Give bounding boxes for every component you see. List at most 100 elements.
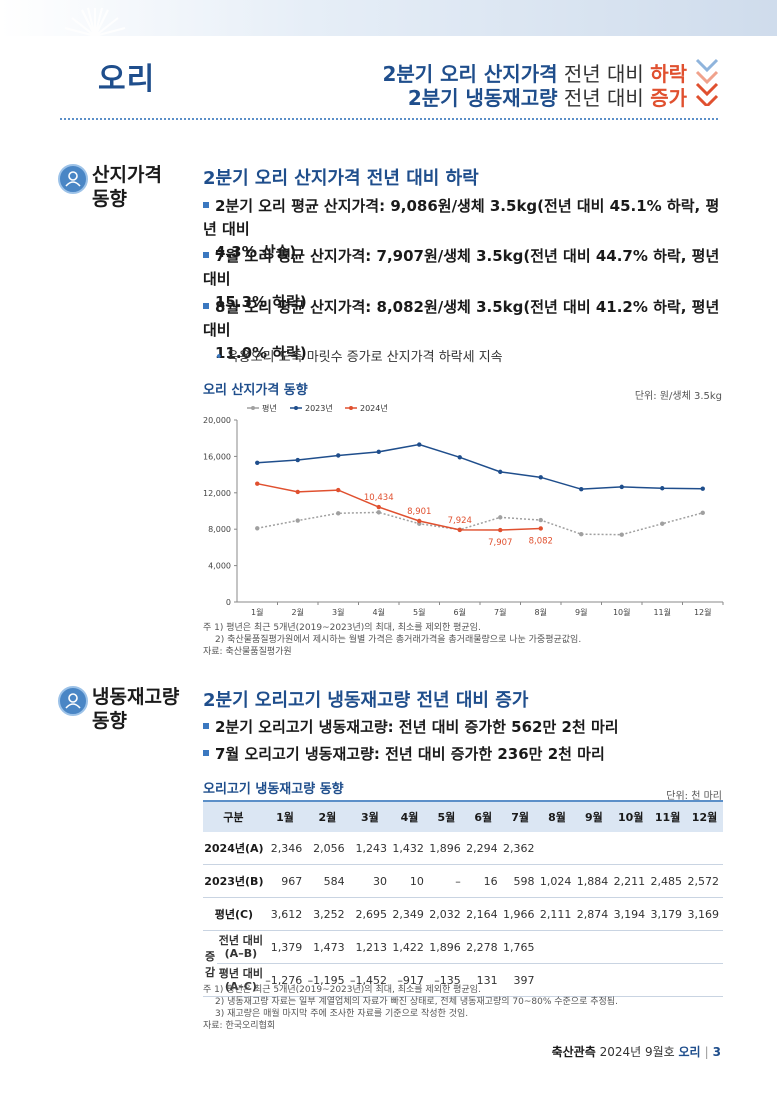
- data-point: [417, 518, 422, 524]
- table-cell: [649, 963, 687, 997]
- table-row: 평년(C) 3,612 3,252 2,695 2,349 2,032 2,164 1,966…: [203, 897, 723, 931]
- data-label: 8,901: [407, 507, 431, 517]
- column-header: 10월: [612, 800, 650, 832]
- column-header: 4월: [391, 800, 428, 832]
- data-point: [376, 510, 381, 515]
- column-header: 3월: [348, 800, 392, 832]
- table-cell: 2,874: [575, 897, 613, 931]
- column-header: 11월: [649, 800, 687, 832]
- legend-marker: [294, 406, 298, 410]
- data-point: [660, 521, 665, 526]
- table-cell: 10: [391, 864, 428, 898]
- table-cell: [575, 963, 613, 997]
- table-cell: [538, 963, 576, 997]
- table-cell: 1,024: [538, 864, 576, 898]
- table-notes: 주 1) 평년은 최근 5개년(2019~2023년)의 최대, 최소를 제외한…: [203, 985, 618, 1031]
- x-tick-label: 12월: [694, 607, 712, 617]
- duck-icon: [58, 164, 88, 194]
- x-tick-label: 4월: [373, 607, 385, 617]
- data-point: [295, 518, 300, 523]
- table-cell: –135: [427, 963, 465, 997]
- table-cell: 3,169: [686, 897, 723, 931]
- legend-marker: [251, 406, 255, 410]
- section-label-price: 산지가격 동향: [92, 164, 162, 210]
- duck-icon: [58, 686, 88, 716]
- x-tick-label: 7월: [494, 607, 506, 617]
- x-tick-label: 11월: [653, 607, 671, 617]
- table-cell: 1,243: [348, 832, 392, 865]
- y-tick-label: 20,000: [203, 416, 231, 425]
- table-cell: 131: [464, 963, 502, 997]
- data-label: 7,907: [488, 538, 512, 548]
- data-point: [336, 487, 341, 493]
- table-cell: 2,346: [263, 832, 307, 865]
- table-cell: [612, 930, 650, 964]
- section-heading-stock: 2분기 오리고기 냉동재고량 전년 대비 증가: [203, 690, 529, 711]
- table-cell: 1,896: [427, 930, 465, 964]
- column-header: 구분: [203, 800, 264, 832]
- column-header: 2월: [306, 800, 349, 832]
- data-point: [538, 517, 543, 523]
- table-cell: 2,111: [538, 897, 576, 931]
- table-cell: 2,695: [348, 897, 392, 931]
- headline-price: 2분기 오리 산지가격 전년 대비 하락: [382, 62, 687, 86]
- stock-table: 구분 1월 2월 3월 4월 5월 6월 7월 8월 9월 10월 11월 12월 2024년(A) 2,…: [203, 800, 723, 997]
- data-point: [619, 532, 624, 537]
- data-point: [700, 486, 705, 491]
- table-row: 평년 대비 (A–C) –1,276 –1,195 –1,452 –917 –135 131…: [203, 963, 723, 997]
- legend-label: 2023년: [305, 403, 333, 413]
- table-cell: [575, 832, 613, 865]
- table-cell: 1,213: [348, 930, 392, 964]
- table-cell: 2,164: [464, 897, 502, 931]
- table-cell: 1,432: [391, 832, 428, 865]
- data-point: [579, 486, 584, 492]
- table-cell: 967: [263, 864, 307, 898]
- table-cell: –917: [391, 963, 428, 997]
- table-cell: 1,884: [575, 864, 613, 898]
- data-point: [255, 460, 260, 465]
- table-cell: 3,612: [263, 897, 307, 931]
- x-tick-label: 10월: [613, 607, 631, 617]
- table-cell: 3,252: [306, 897, 349, 931]
- data-point: [619, 484, 624, 490]
- x-tick-label: 1월: [251, 607, 263, 617]
- x-tick-label: 5월: [413, 607, 425, 617]
- table-row: 2024년(A) 2,346 2,056 1,243 1,432 1,896 2,294 2,…: [203, 832, 723, 865]
- price-line-chart: 20,000 16,000 12,000 8,000 4,000 0 1월 2월 3월 4월 5월 6…: [203, 403, 724, 617]
- column-header: 12월: [686, 800, 723, 832]
- legend-marker: [349, 406, 353, 410]
- page-footer: 축산관측 2024년 9월호 오리 | 3: [551, 1045, 721, 1059]
- table-cell: 584: [306, 864, 349, 898]
- data-point: [417, 442, 422, 447]
- table-cell: 2,211: [612, 864, 650, 898]
- table-header-row: 구분 1월 2월 3월 4월 5월 6월 7월 8월 9월 10월 11월 12월: [203, 800, 723, 832]
- data-point: [255, 526, 260, 531]
- x-tick-label: 8월: [535, 607, 547, 617]
- table-cell: 397: [501, 963, 539, 997]
- chevron-down-icon: [695, 58, 719, 106]
- table-cell: [612, 963, 650, 997]
- chart-notes: 주 1) 평년은 최근 5개년(2019~2023년)의 최대, 최소를 제외한…: [203, 623, 582, 657]
- table-cell: 3,194: [612, 897, 650, 931]
- data-point: [457, 455, 462, 460]
- data-point: [376, 449, 381, 455]
- table-cell: –1,276: [263, 963, 307, 997]
- table-cell: 2,278: [464, 930, 502, 964]
- data-point: [295, 457, 300, 463]
- list-item: 7월 오리고기 냉동재고량: 전년 대비 증가한 236만 2천 마리: [203, 743, 723, 766]
- data-label: 10,434: [364, 493, 394, 503]
- data-point: [457, 527, 462, 533]
- data-point: [336, 453, 341, 458]
- data-point: [660, 486, 665, 491]
- data-point: [700, 510, 705, 516]
- data-point: [295, 489, 300, 495]
- table-cell: 1,473: [306, 930, 349, 964]
- table-cell: 598: [501, 864, 539, 898]
- table-cell: –1,195: [306, 963, 349, 997]
- y-tick-label: 4,000: [208, 562, 231, 571]
- table-cell: [612, 832, 650, 865]
- section-label-stock: 냉동재고량 동향: [92, 686, 180, 732]
- series-line-2: [257, 482, 541, 531]
- x-tick-label: 2월: [292, 607, 304, 617]
- table-cell: 1,966: [501, 897, 539, 931]
